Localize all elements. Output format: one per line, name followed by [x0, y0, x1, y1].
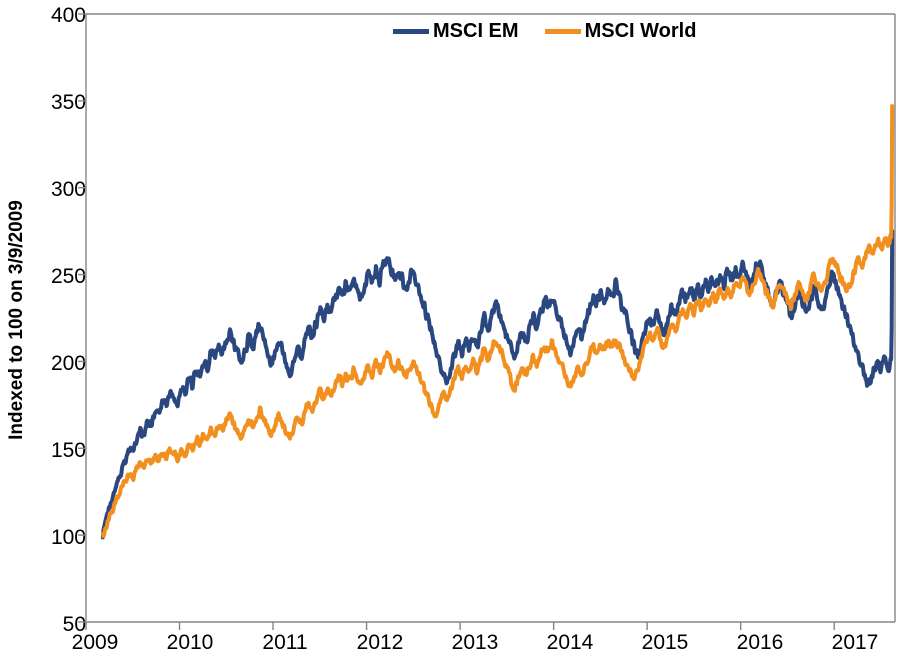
series-line-msci-em	[100, 229, 895, 540]
x-tick-label: 2009	[71, 631, 119, 654]
x-axis-ticks	[85, 622, 835, 630]
x-tick-label: 2014	[546, 631, 594, 654]
legend-label: MSCI World	[584, 20, 697, 42]
y-tick-label: 200	[50, 352, 86, 375]
chart-legend: MSCI EM MSCI World	[393, 20, 696, 43]
y-tick-label: 300	[50, 178, 86, 201]
x-tick-label: 2017	[831, 631, 879, 654]
x-tick-label: 2016	[736, 631, 784, 654]
x-tick-label: 2013	[451, 631, 499, 654]
series-line-msci-world	[100, 104, 895, 539]
legend-entry-msci-em: MSCI EM	[393, 20, 519, 43]
y-tick-label: 150	[50, 439, 86, 462]
legend-swatch-icon	[544, 29, 581, 34]
x-tick-label: 2015	[641, 631, 689, 654]
y-tick-label: 100	[50, 526, 86, 549]
axis-frame	[85, 13, 896, 623]
x-tick-label: 2011	[262, 631, 308, 654]
x-tick-label: 2010	[166, 631, 214, 654]
legend-swatch-icon	[393, 29, 429, 34]
y-tick-label: 400	[50, 4, 86, 27]
y-tick-label: 350	[50, 91, 86, 114]
y-axis-ticks	[78, 13, 86, 623]
y-tick-label: 250	[50, 265, 86, 288]
legend-entry-msci-world: MSCI World	[544, 20, 697, 43]
x-tick-label: 2012	[356, 631, 404, 654]
y-axis-tick-labels: 400 350 300 250 200 150 100 50	[30, 0, 86, 661]
y-tick-label: 50	[62, 613, 86, 636]
legend-label: MSCI EM	[433, 20, 519, 42]
